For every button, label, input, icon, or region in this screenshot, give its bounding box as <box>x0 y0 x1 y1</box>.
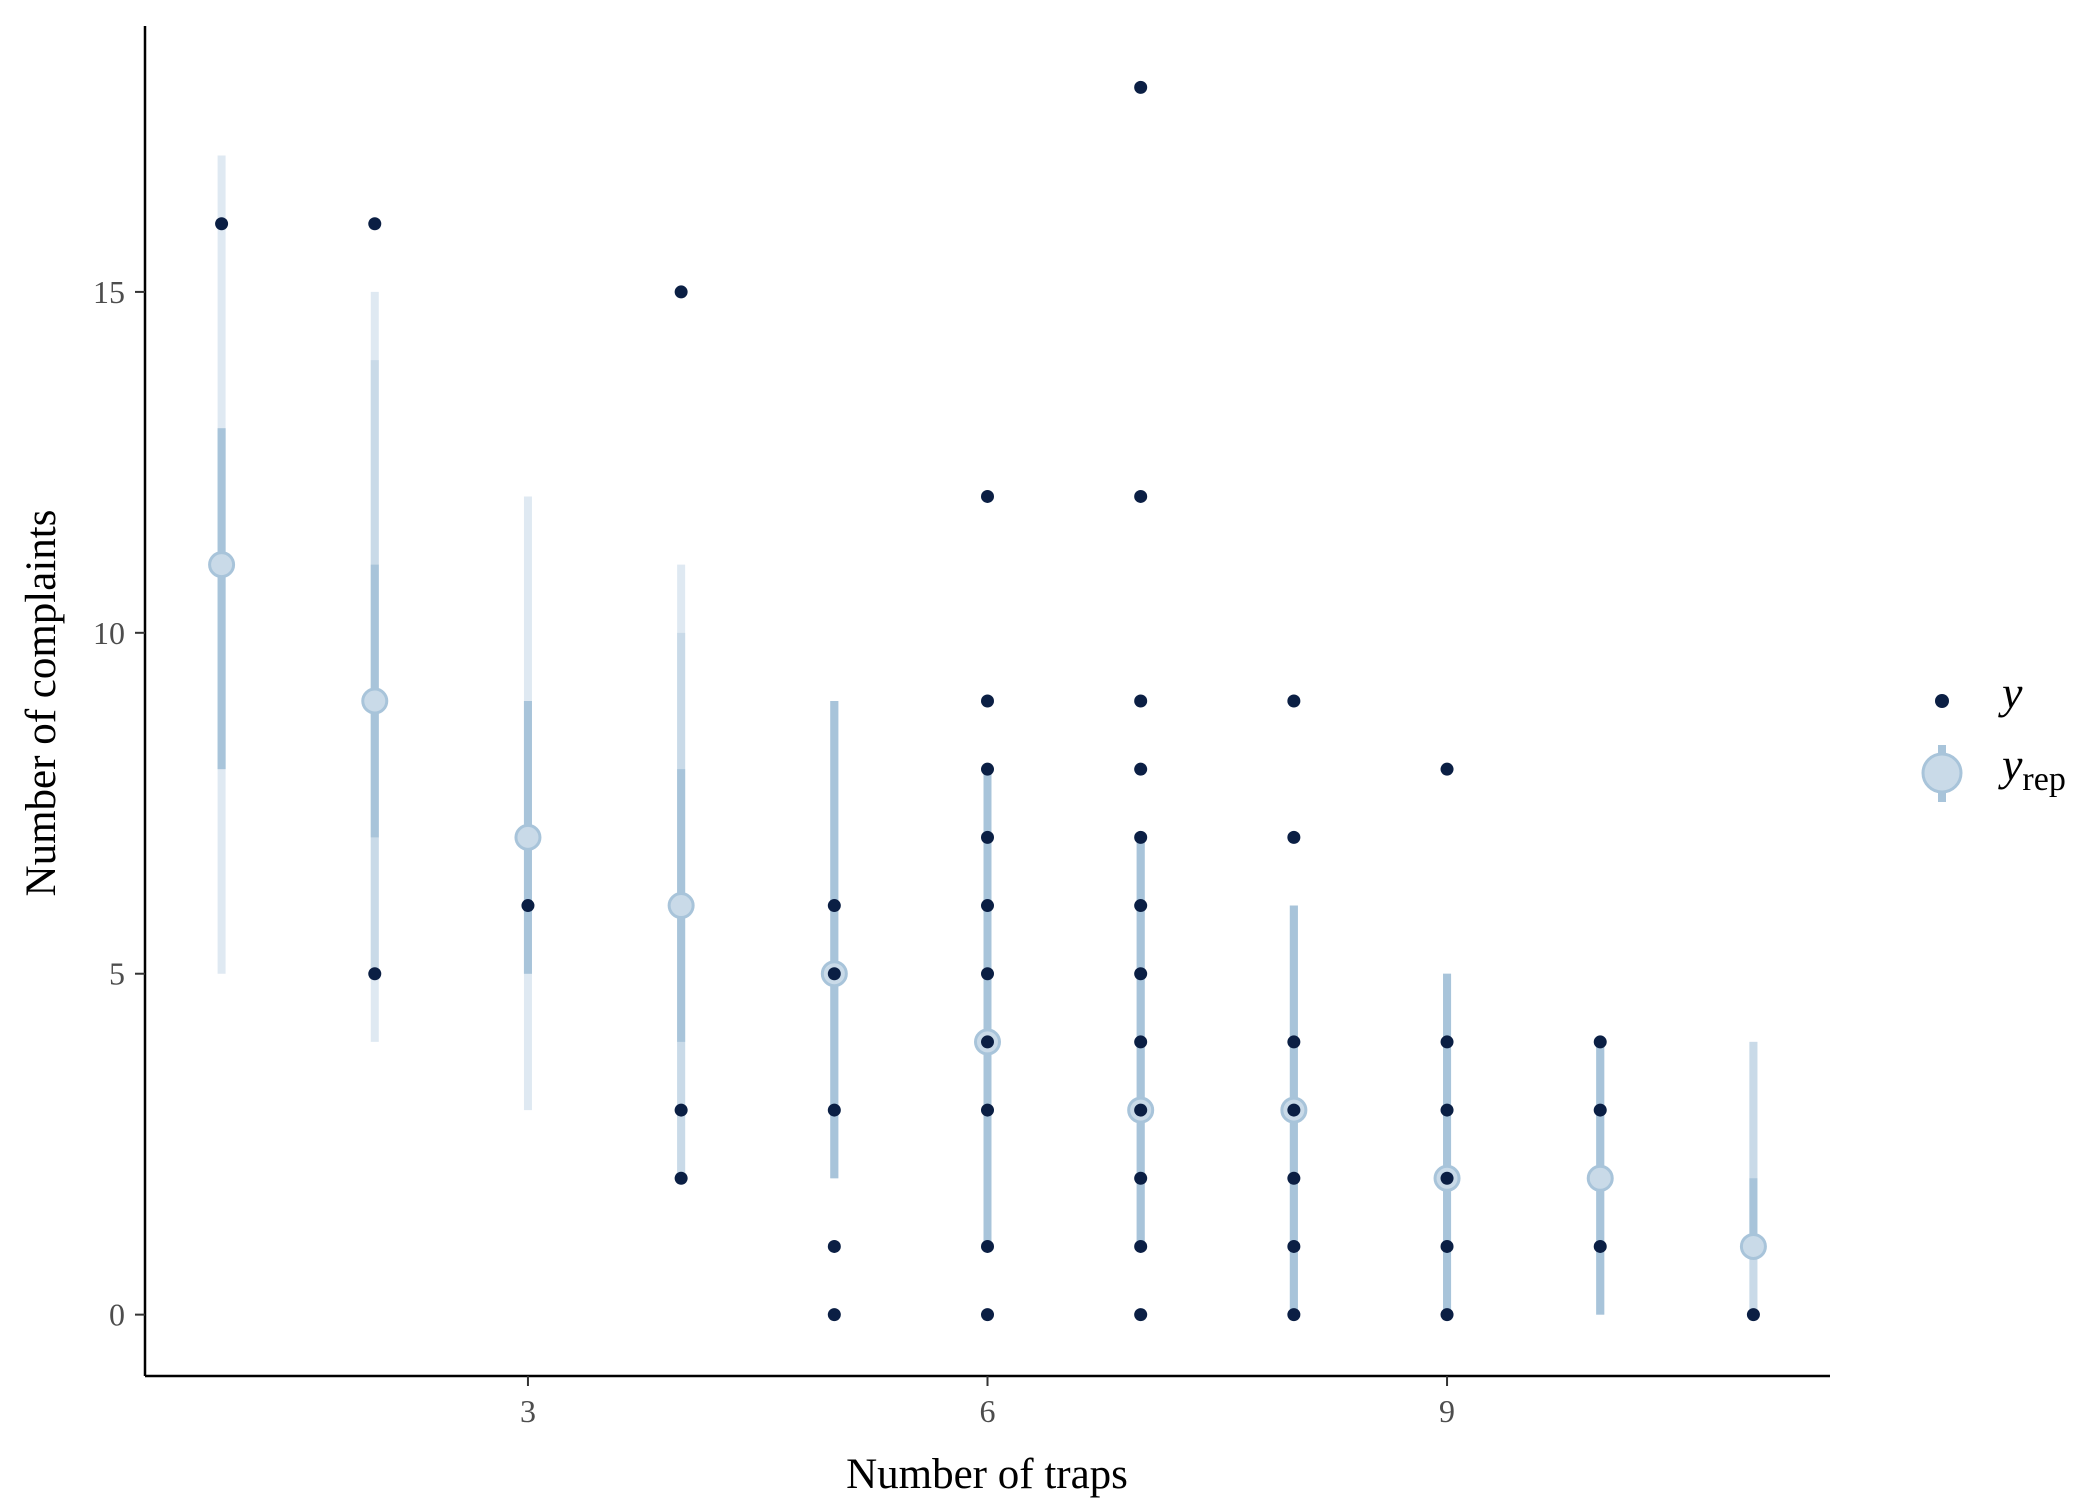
y-point <box>1134 762 1148 776</box>
y-point <box>1134 1035 1148 1049</box>
y-point <box>1440 762 1454 776</box>
y-point <box>1134 967 1148 981</box>
y-point <box>215 217 229 231</box>
y-point <box>674 1103 688 1117</box>
y-point <box>981 1035 994 1049</box>
y-point <box>1134 489 1148 503</box>
y-point <box>1287 1239 1301 1253</box>
y-point <box>1134 1239 1148 1253</box>
yrep-median-point <box>667 892 695 920</box>
y-point <box>827 1103 841 1117</box>
y-point <box>1287 1308 1301 1322</box>
y-point <box>368 217 382 231</box>
axis-ticks: 3 6 9 0 5 10 15 <box>93 274 1455 1429</box>
y-point <box>521 899 535 913</box>
y-tick-label: 10 <box>93 615 125 651</box>
y-point <box>981 899 994 913</box>
y-point <box>981 762 994 776</box>
y-point <box>1287 1035 1301 1049</box>
yrep-intervals <box>217 155 1758 1315</box>
y-tick-label: 0 <box>109 1297 125 1333</box>
y-point <box>1287 694 1301 708</box>
y-point <box>1593 1239 1607 1253</box>
y-point <box>1134 1103 1148 1117</box>
y-point <box>827 1308 841 1322</box>
y-axis-title: Number of complaints <box>18 510 65 897</box>
yrep-median-point <box>1586 1164 1614 1192</box>
y-point <box>674 1171 688 1185</box>
y-tick-label: 5 <box>109 956 125 992</box>
y-point <box>827 967 841 981</box>
y-point <box>1287 1103 1301 1117</box>
yrep-median-point <box>361 687 389 715</box>
y-point <box>1134 1171 1148 1185</box>
y-point <box>981 1103 994 1117</box>
x-axis-title: Number of traps <box>846 1451 1128 1498</box>
x-tick-label: 9 <box>1439 1393 1455 1429</box>
y-point <box>1134 830 1148 844</box>
legend-yrep-label: yrep <box>1998 739 2066 798</box>
y-point <box>827 1239 841 1253</box>
yrep-medians <box>208 551 1767 1260</box>
y-point <box>827 899 841 913</box>
y-point <box>981 1308 994 1322</box>
y-point <box>1593 1035 1607 1049</box>
y-point <box>1134 1308 1148 1322</box>
yrep-median-point <box>208 551 236 579</box>
y-tick-label: 15 <box>93 274 125 310</box>
y-point <box>981 967 994 981</box>
yrep-median-point <box>514 823 542 851</box>
y-point <box>981 830 994 844</box>
y-point <box>1134 899 1148 913</box>
yrep-median-point <box>1739 1232 1767 1260</box>
y-point <box>981 694 994 708</box>
x-tick-label: 6 <box>980 1393 996 1429</box>
y-point <box>1440 1239 1454 1253</box>
legend: y yrep <box>1921 667 2066 802</box>
y-point <box>1134 694 1148 708</box>
y-points <box>215 80 1760 1322</box>
y-point <box>674 285 688 299</box>
y-point <box>1440 1103 1454 1117</box>
y-point <box>1440 1035 1454 1049</box>
y-point <box>1287 830 1301 844</box>
y-point <box>1593 1103 1607 1117</box>
y-point <box>981 489 994 503</box>
y-point <box>1746 1308 1760 1322</box>
y-point <box>1134 80 1148 94</box>
x-tick-label: 3 <box>520 1393 536 1429</box>
y-point <box>981 1239 994 1253</box>
y-point <box>1440 1308 1454 1322</box>
legend-yrep-key-point <box>1921 752 1963 794</box>
y-point <box>368 967 382 981</box>
y-point <box>1287 1171 1301 1185</box>
y-point <box>1440 1171 1454 1185</box>
legend-y-key <box>1935 694 1949 708</box>
legend-y-label: y <box>1998 667 2023 718</box>
